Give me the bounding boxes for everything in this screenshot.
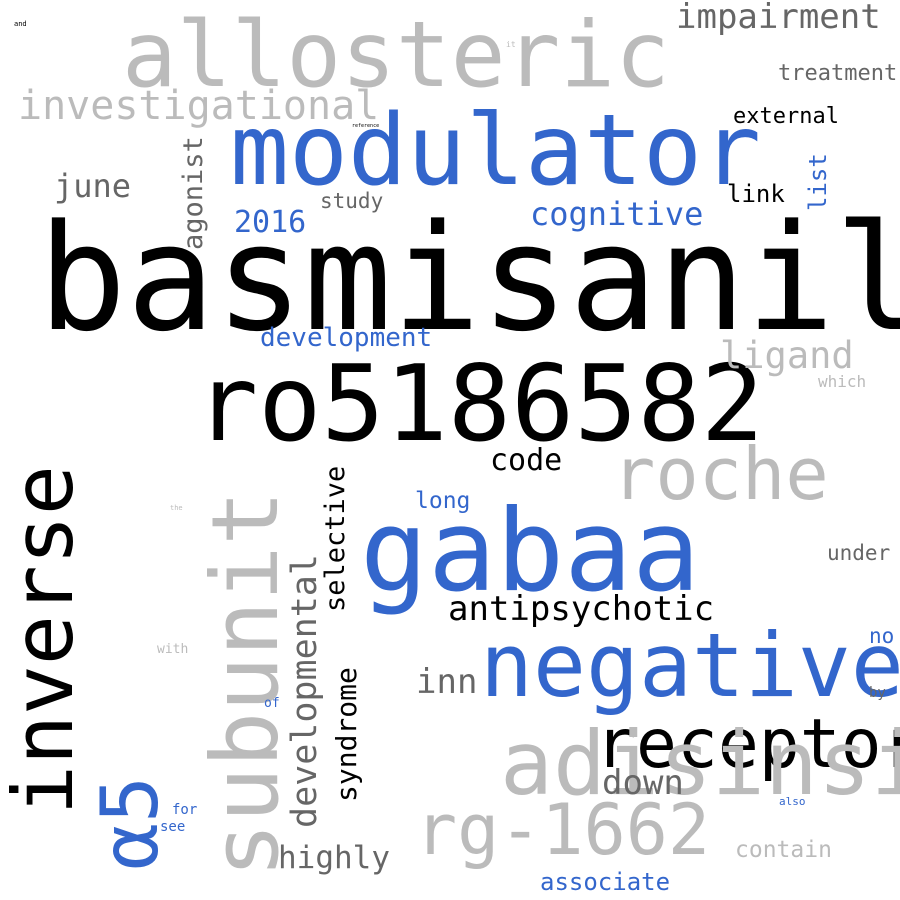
word-link: link [727, 180, 785, 208]
word-of: of [264, 696, 280, 711]
word-which: which [818, 372, 867, 391]
word-for: for [172, 802, 198, 818]
word-study: study [320, 189, 384, 213]
word-also: also [779, 795, 806, 808]
word-the: the [170, 504, 183, 512]
word-development: development [260, 323, 433, 353]
word-receptor: inverse [0, 465, 92, 815]
word-june: june [54, 167, 132, 205]
word-modulator: modulator [230, 94, 762, 208]
word-agonist: agonist [178, 136, 209, 250]
word-associate: associate [540, 868, 671, 896]
word-down: down [602, 763, 684, 803]
word-rg-1662: subunit [192, 490, 299, 878]
word-subunit: rg-1662 [415, 789, 711, 871]
word-see: see [160, 819, 186, 835]
word-roche: roche [612, 432, 829, 516]
word-syndrome: syndrome [330, 667, 363, 802]
word-with: with [157, 642, 189, 657]
word-alpha5: adisinsight [500, 712, 900, 815]
word-code: code [490, 443, 563, 478]
word-antipsychotic: antipsychotic [448, 589, 715, 629]
word-developmental: developmental [285, 554, 325, 828]
word-ligand: ligand [720, 334, 854, 377]
word-treatment: treatment [778, 61, 898, 86]
word-contain: contain [735, 837, 832, 863]
word-2016: 2016 [234, 205, 307, 240]
word-basmisanil: basmisanil [38, 193, 900, 364]
word-highly: highly [278, 840, 390, 876]
word-negative: negative [480, 614, 900, 717]
word-by: by [869, 685, 886, 701]
word-investigational: investigational [18, 83, 380, 129]
word-gabaa: gabaa [360, 485, 701, 617]
word-reference: reference [352, 123, 380, 129]
word-and: and [14, 20, 27, 28]
word-list: list [804, 153, 832, 211]
word-adisinsight: α5 [86, 776, 176, 870]
word-inverse: receptor [595, 705, 900, 784]
word-impairment: impairment [676, 0, 881, 37]
word-long: long [415, 488, 471, 514]
word-it: it [506, 40, 516, 49]
word-allosteric: allosteric [122, 3, 670, 108]
word-external: external [733, 104, 839, 129]
word-selective: selective [320, 465, 351, 612]
word-no: no [869, 624, 895, 648]
word-inn: inn [416, 662, 478, 702]
word-ro5186582: ro5186582 [195, 343, 764, 465]
word-cognitive: cognitive [530, 195, 704, 233]
word-under: under [827, 541, 891, 565]
